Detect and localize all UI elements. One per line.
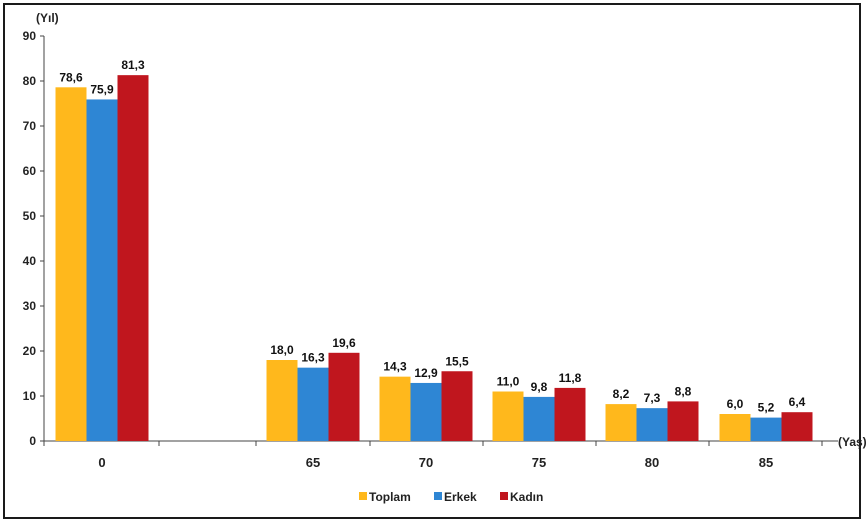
y-tick-label: 0 <box>29 434 36 448</box>
bars <box>55 75 813 442</box>
y-tick-label: 90 <box>23 29 37 43</box>
data-label-toplam-85: 6,0 <box>727 397 744 411</box>
legend-label-kadın: Kadın <box>510 490 543 504</box>
bar-erkek-85 <box>750 417 782 441</box>
bar-erkek-75 <box>523 396 555 441</box>
legend: Toplam Erkek Kadın <box>359 490 543 504</box>
data-label-toplam-65: 18,0 <box>270 343 294 357</box>
data-label-erkek-80: 7,3 <box>644 391 661 405</box>
axes: 0 10 20 30 40 50 60 70 80 90 0 65 70 75 80 85 <box>23 29 838 470</box>
x-tick-label: 85 <box>759 455 773 470</box>
bar-toplam-0 <box>55 87 87 442</box>
data-label-kadın-80: 8,8 <box>675 384 692 398</box>
x-tick-label: 65 <box>306 455 320 470</box>
bar-kadın-85 <box>781 412 813 441</box>
data-label-kadın-0: 81,3 <box>121 58 145 72</box>
data-label-toplam-70: 14,3 <box>383 360 407 374</box>
x-axis-unit-label: (Yaş) <box>838 435 866 449</box>
data-label-kadın-75: 11,8 <box>559 371 582 385</box>
bar-kadın-75 <box>554 387 586 441</box>
data-label-kadın-70: 15,5 <box>445 354 469 368</box>
data-label-erkek-85: 5,2 <box>758 401 775 415</box>
data-label-erkek-65: 16,3 <box>301 351 325 365</box>
bar-erkek-70 <box>410 382 442 441</box>
bar-kadın-80 <box>667 401 699 441</box>
bar-toplam-75 <box>492 391 524 441</box>
y-tick-label: 30 <box>23 299 37 313</box>
data-label-erkek-70: 12,9 <box>414 366 438 380</box>
x-tick-label: 75 <box>532 455 546 470</box>
bar-erkek-80 <box>636 408 668 441</box>
legend-swatch-erkek <box>434 492 442 500</box>
data-label-erkek-75: 9,8 <box>531 380 548 394</box>
data-label-kadın-85: 6,4 <box>789 395 806 409</box>
data-label-toplam-75: 11,0 <box>497 375 520 389</box>
bar-kadın-65 <box>328 352 360 441</box>
legend-swatch-kadın <box>500 492 508 500</box>
bar-erkek-0 <box>86 99 118 441</box>
y-tick-label: 50 <box>23 209 37 223</box>
legend-swatch-toplam <box>359 492 367 500</box>
x-tick-label: 0 <box>98 455 105 470</box>
bar-erkek-65 <box>297 367 329 441</box>
y-tick-label: 20 <box>23 344 37 358</box>
y-axis-unit-label: (Yıl) <box>36 11 59 25</box>
legend-label-erkek: Erkek <box>444 490 477 504</box>
x-tick-label: 80 <box>645 455 659 470</box>
data-label-toplam-80: 8,2 <box>613 387 630 401</box>
data-labels: 78,6 75,9 81,3 18,0 16,3 19,6 14,3 12,9 15,5 11,0… <box>59 58 805 414</box>
data-label-erkek-0: 75,9 <box>90 82 114 96</box>
x-tick-label: 70 <box>419 455 433 470</box>
data-label-kadın-65: 19,6 <box>332 336 356 350</box>
bar-toplam-80 <box>605 404 637 441</box>
y-tick-label: 70 <box>23 119 37 133</box>
bar-kadın-70 <box>441 371 473 441</box>
bar-toplam-65 <box>266 360 298 441</box>
bar-toplam-70 <box>379 376 411 441</box>
y-tick-label: 40 <box>23 254 37 268</box>
bar-toplam-85 <box>719 414 751 441</box>
bar-kadın-0 <box>117 75 149 442</box>
y-tick-label: 60 <box>23 164 37 178</box>
y-tick-label: 10 <box>23 389 37 403</box>
legend-label-toplam: Toplam <box>369 490 411 504</box>
data-label-toplam-0: 78,6 <box>59 70 83 84</box>
y-tick-label: 80 <box>23 74 37 88</box>
